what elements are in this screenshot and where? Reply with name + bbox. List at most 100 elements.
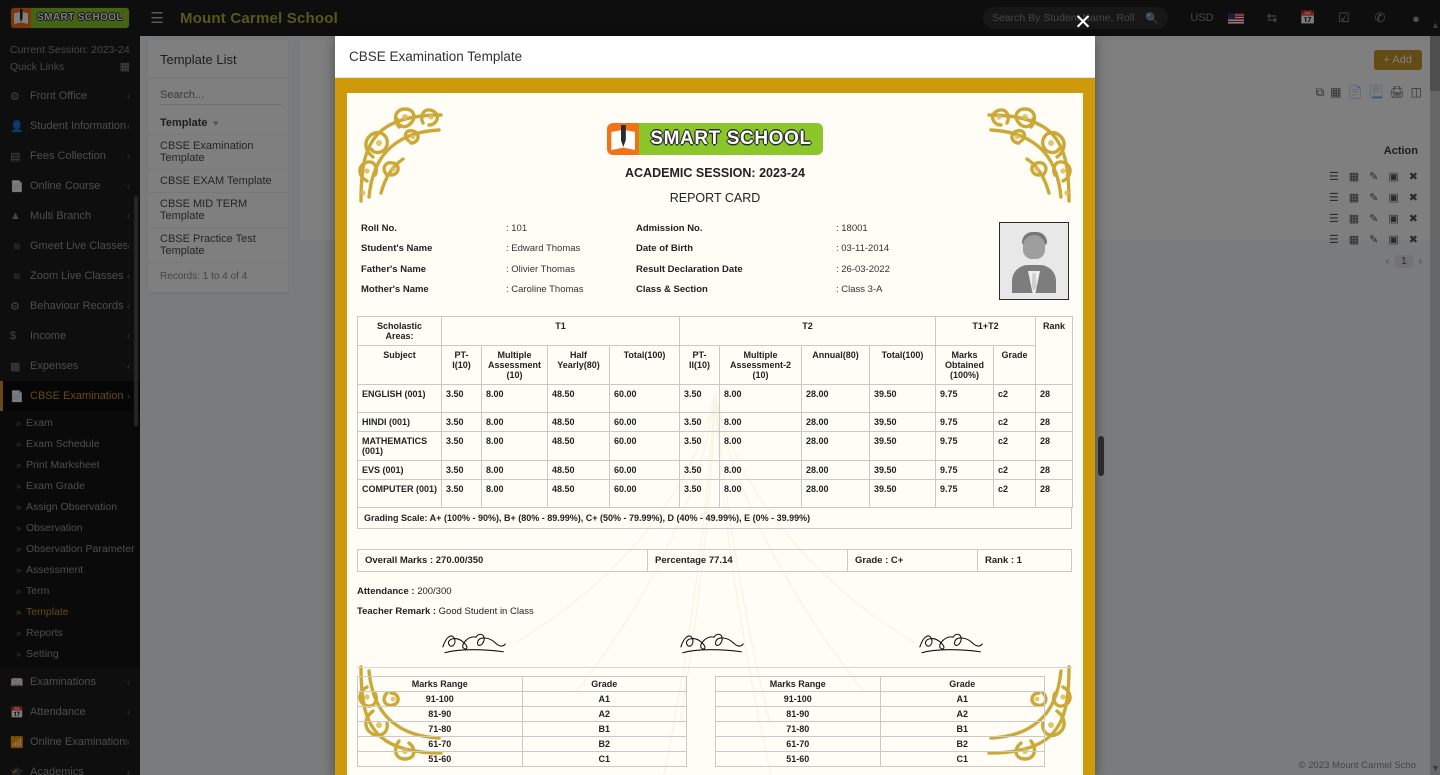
- grade-cell: C1: [521, 751, 687, 767]
- academic-session: ACADEMIC SESSION: 2023-24: [625, 166, 805, 180]
- range-cell: 61-70: [357, 736, 523, 752]
- mark-cell: 3.50: [679, 479, 721, 508]
- mark-cell: 28.00: [801, 412, 871, 432]
- signature-icon: [834, 629, 1072, 657]
- grade-cell: A1: [879, 691, 1045, 707]
- mark-cell: 8.00: [481, 460, 548, 480]
- table-row: EVS (001) 3.50 8.00 48.50 60.00 3.50 8.0…: [357, 460, 1074, 480]
- report-logo: SMART SCHOOL: [357, 123, 1073, 155]
- grade-cell: A2: [521, 706, 687, 722]
- table-row: 61-70 B2: [715, 736, 1045, 752]
- column-header: Multiple Assessment (10): [481, 345, 548, 385]
- modal-scrollbar[interactable]: [1098, 436, 1104, 476]
- mark-cell: 60.00: [608, 412, 681, 432]
- column-header: PT-II(10): [679, 345, 721, 385]
- overall-marks: Overall Marks : 270.00/350: [358, 550, 648, 571]
- table-row: 51-60 C1: [357, 751, 687, 767]
- mark-cell: 28.00: [801, 384, 871, 413]
- marks-group-header-row: Scholastic Areas: T1 T2 T1+T2 Rank: [357, 316, 1074, 385]
- grading-scale: Grading Scale: A+ (100% - 90%), B+ (80% …: [357, 508, 1072, 529]
- close-icon[interactable]: ✕: [1074, 11, 1092, 34]
- table-row: Marks Range Grade: [715, 676, 1045, 692]
- grade-cell: B1: [879, 721, 1045, 737]
- avatar-tie: [1031, 273, 1037, 291]
- mark-cell: 28.00: [801, 479, 871, 508]
- mark-cell: 8.00: [719, 479, 803, 508]
- info-key: Class & Section: [636, 283, 708, 295]
- info-value: : 26-03-2022: [836, 263, 890, 275]
- mark-cell: 3.50: [441, 479, 482, 508]
- grade-cell: c2: [993, 460, 1037, 480]
- table-row: HINDI (001) 3.50 8.00 48.50 60.00 3.50 8…: [357, 412, 1074, 432]
- info-value: : Olivier Thomas: [506, 263, 575, 275]
- grade-cell: c2: [993, 479, 1037, 508]
- rank-cell: 28: [1035, 460, 1074, 480]
- mark-cell: 8.00: [719, 384, 803, 413]
- range-cell: 91-100: [715, 691, 881, 707]
- group-header-cell: Scholastic Areas:: [357, 316, 442, 346]
- column-header: Grade: [879, 676, 1045, 692]
- mark-cell: 8.00: [481, 431, 548, 461]
- mark-cell: 60.00: [608, 460, 681, 480]
- percentage: Percentage 77.14: [648, 550, 848, 571]
- table-row: MATHEMATICS (001) 3.50 8.00 48.50 60.00 …: [357, 431, 1074, 461]
- table-row: COMPUTER (001) 3.50 8.00 48.50 60.00 3.5…: [357, 479, 1074, 508]
- mark-cell: 3.50: [441, 384, 482, 413]
- grade-cell: C1: [879, 751, 1045, 767]
- signature-icon: [595, 629, 833, 657]
- range-cell: 61-70: [715, 736, 881, 752]
- teacher-remark-line: Teacher Remark : Good Student in Class: [357, 606, 1073, 617]
- table-row: 91-100 A1: [357, 691, 687, 707]
- rank-cell: 28: [1035, 431, 1074, 461]
- mark-cell: 39.50: [869, 460, 937, 480]
- column-header: Marks Range: [357, 676, 523, 692]
- column-header: Marks Obtained (100%): [935, 345, 995, 385]
- marks-table: Scholastic Areas: T1 T2 T1+T2 Rank Subje…: [357, 316, 1074, 508]
- column-header: Total(100): [608, 345, 681, 385]
- student-info-right: Admission No. : 18001 Date of Birth : 03…: [636, 222, 926, 300]
- mark-cell: 9.75: [935, 460, 995, 480]
- table-row: 81-90 A2: [357, 706, 687, 722]
- info-value: : Edward Thomas: [506, 243, 581, 255]
- modal-title: CBSE Examination Template: [349, 49, 523, 64]
- student-info: Roll No. : 101 Student's Name : Edward T…: [357, 222, 1073, 300]
- column-header-subject: Subject: [357, 345, 442, 385]
- rank-cell: 28: [1035, 412, 1074, 432]
- remark-label: Teacher Remark :: [357, 606, 437, 617]
- smart-school-logo-icon: SMART SCHOOL: [607, 123, 823, 155]
- report-logo-text: SMART SCHOOL: [639, 123, 823, 155]
- info-value: : 18001: [836, 223, 868, 234]
- mark-cell: 8.00: [481, 384, 548, 413]
- modal-header: CBSE Examination Template: [335, 36, 1095, 78]
- mark-cell: 8.00: [481, 412, 548, 432]
- subject-cell: ENGLISH (001): [357, 384, 442, 413]
- marks-range-table-left: Marks Range Grade 91-100 A1 81-90 A2 71-80…: [357, 676, 687, 767]
- mark-cell: 39.50: [869, 431, 937, 461]
- range-cell: 81-90: [357, 706, 523, 722]
- marks-range-table-right: Marks Range Grade 91-100 A1 81-90 A2 71-80…: [715, 676, 1045, 767]
- subject-cell: COMPUTER (001): [357, 479, 442, 508]
- info-value: : 101: [506, 223, 528, 234]
- mark-cell: 28.00: [801, 431, 871, 461]
- mark-cell: 9.75: [935, 479, 995, 508]
- subject-cell: MATHEMATICS (001): [357, 431, 442, 461]
- mark-cell: 9.75: [935, 384, 995, 413]
- mark-cell: 28.00: [801, 460, 871, 480]
- range-cell: 51-60: [357, 751, 523, 767]
- mark-cell: 60.00: [608, 479, 681, 508]
- signature-row: [357, 629, 1072, 657]
- marks-header-row: Subject PT-I(10) Multiple Assessment (10…: [357, 345, 1073, 385]
- info-key: Date of Birth: [636, 243, 693, 255]
- mark-cell: 48.50: [547, 412, 610, 432]
- rank: Rank : 1: [985, 555, 1022, 566]
- group-header-cell: T1+T2: [935, 316, 1037, 346]
- info-value: : Class 3-A: [836, 283, 883, 295]
- column-header: Half Yearly(80): [547, 345, 610, 385]
- mark-cell: 48.50: [547, 384, 610, 413]
- column-header: Annual(80): [801, 345, 871, 385]
- grade-cell: B1: [521, 721, 687, 737]
- column-header: Marks Range: [715, 676, 881, 692]
- mark-cell: 8.00: [719, 460, 803, 480]
- range-cell: 91-100: [357, 691, 523, 707]
- mark-cell: 39.50: [869, 479, 937, 508]
